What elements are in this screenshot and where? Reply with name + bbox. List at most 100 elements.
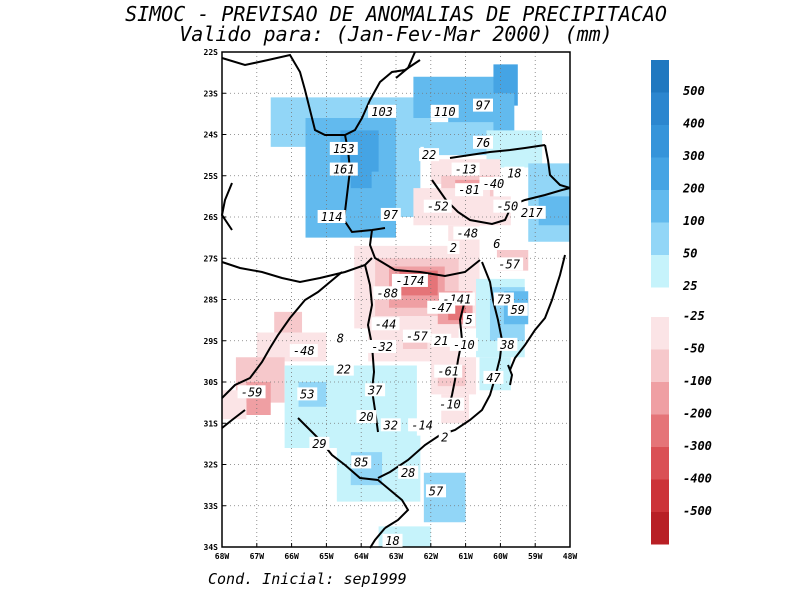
- anomaly-value-label: 2: [441, 431, 448, 445]
- border-line: [221, 53, 345, 136]
- border-line: [449, 144, 546, 159]
- border-line: [221, 409, 246, 429]
- value-label-bg: [237, 385, 266, 399]
- anomaly-value-label: 73: [497, 293, 511, 307]
- map-subtitle: Valido para: (Jan-Fev-Mar 2000) (mm): [179, 22, 613, 46]
- value-label-bg: [382, 533, 403, 547]
- anomaly-value-label: 8: [337, 332, 344, 346]
- anomaly-value-label: 6: [493, 237, 500, 251]
- lat-tick-label: 22S: [204, 48, 219, 57]
- axis-ticks: 68W 67W 66W 65W 64W 63W 62W 61W 60W 59W 48W 22S 23S 2…: [204, 48, 578, 561]
- anomaly-value-label: 22: [422, 148, 436, 162]
- value-label-bg: [507, 302, 528, 316]
- border-line: [447, 299, 466, 411]
- legend-swatch: [651, 349, 669, 382]
- anomaly-value-label: 114: [321, 210, 343, 224]
- lon-tick-label: 60W: [493, 552, 508, 561]
- value-label-bg: [419, 148, 440, 162]
- lat-tick-label: 29S: [204, 337, 219, 346]
- value-label-bg: [447, 240, 460, 254]
- color-legend: 500 400 300 200 100 50 25 -25 -50 -100 -200 -300 -40…: [651, 60, 712, 545]
- value-label-bg: [490, 236, 503, 250]
- value-label-bg: [427, 300, 456, 314]
- value-label-bg: [473, 98, 493, 112]
- lat-tick-label: 28S: [204, 296, 219, 305]
- anomaly-value-label: -10: [439, 398, 461, 412]
- value-label-bg: [365, 383, 386, 397]
- lon-tick-label: 61W: [458, 552, 473, 561]
- anomaly-value-label: 2: [450, 241, 457, 255]
- value-label-bg: [402, 329, 431, 343]
- border-line: [221, 257, 373, 284]
- lat-tick-label: 31S: [204, 419, 219, 428]
- anomaly-value-label: 217: [521, 206, 543, 220]
- lat-tick-label: 33S: [204, 502, 219, 511]
- initial-condition-label: Cond. Inicial: sep1999: [208, 570, 407, 588]
- anomaly-value-label: -59: [241, 385, 263, 399]
- anomaly-value-label: 21: [434, 334, 448, 348]
- lat-tick-label: 27S: [204, 254, 219, 263]
- lat-tick-label: 34S: [204, 543, 219, 552]
- border-line: [395, 51, 416, 79]
- lon-tick-label: 63W: [389, 552, 404, 561]
- value-label-bg: [463, 313, 476, 327]
- value-label-bg: [289, 344, 318, 358]
- anomaly-value-label: -44: [375, 317, 397, 331]
- lat-tick-label: 24S: [204, 131, 219, 140]
- anomaly-value-label: -10: [453, 338, 475, 352]
- value-label-bg: [455, 183, 484, 197]
- legend-label: 25: [682, 279, 697, 293]
- value-label-bg: [493, 199, 522, 213]
- legend-swatch: [651, 92, 669, 125]
- value-label-bg: [408, 418, 437, 432]
- value-label-bg: [431, 333, 452, 347]
- lat-tick-label: 25S: [204, 172, 219, 181]
- anomaly-value-label: -52: [427, 200, 449, 214]
- anomaly-value-label: -174: [395, 274, 424, 288]
- anomaly-value-label: 97: [476, 99, 491, 113]
- value-label-bg: [451, 162, 480, 176]
- border-line: [221, 271, 343, 399]
- legend-swatch: [651, 447, 669, 480]
- anomaly-value-label: 22: [337, 363, 351, 377]
- lon-tick-label: 59W: [528, 552, 543, 561]
- legend-label: -200: [683, 407, 712, 421]
- value-label-bg: [371, 317, 400, 331]
- anomaly-value-label: -57: [406, 330, 428, 344]
- lon-tick-label: 68W: [215, 552, 230, 561]
- lon-tick-label: 65W: [319, 552, 334, 561]
- anomaly-value-label: 85: [354, 455, 368, 469]
- value-label-bg: [334, 331, 347, 345]
- value-label-bg: [380, 207, 401, 221]
- legend-label: 400: [683, 117, 705, 131]
- legend-label: -100: [683, 374, 712, 388]
- value-label-bg: [483, 370, 504, 384]
- anomaly-value-label: 153: [333, 142, 355, 156]
- anomaly-value-label: -50: [497, 200, 519, 214]
- legend-swatch: [651, 382, 669, 415]
- legend-label: 200: [682, 182, 705, 196]
- anomaly-value-label: -81: [458, 183, 480, 197]
- value-label-bg: [297, 387, 318, 401]
- lon-tick-label: 67W: [250, 552, 265, 561]
- anomaly-value-label: -13: [455, 163, 477, 177]
- legend-swatch: [651, 125, 669, 158]
- value-label-bg: [430, 104, 459, 118]
- country-borders: [220, 51, 571, 549]
- anomaly-value-label: 110: [434, 105, 456, 119]
- border-line: [368, 229, 481, 278]
- legend-label: -500: [683, 504, 712, 518]
- legend-swatch: [651, 222, 669, 255]
- lon-tick-label: 62W: [424, 552, 439, 561]
- value-label-bg: [333, 362, 354, 376]
- anomaly-value-label: -40: [483, 177, 505, 191]
- anomaly-value-label: 29: [312, 437, 326, 451]
- anomaly-value-label: -32: [371, 340, 393, 354]
- legend-swatch: [651, 317, 669, 350]
- lon-tick-label: 64W: [354, 552, 369, 561]
- value-label-bg: [453, 226, 482, 240]
- legend-swatch: [651, 255, 669, 288]
- value-label-bg: [329, 141, 358, 155]
